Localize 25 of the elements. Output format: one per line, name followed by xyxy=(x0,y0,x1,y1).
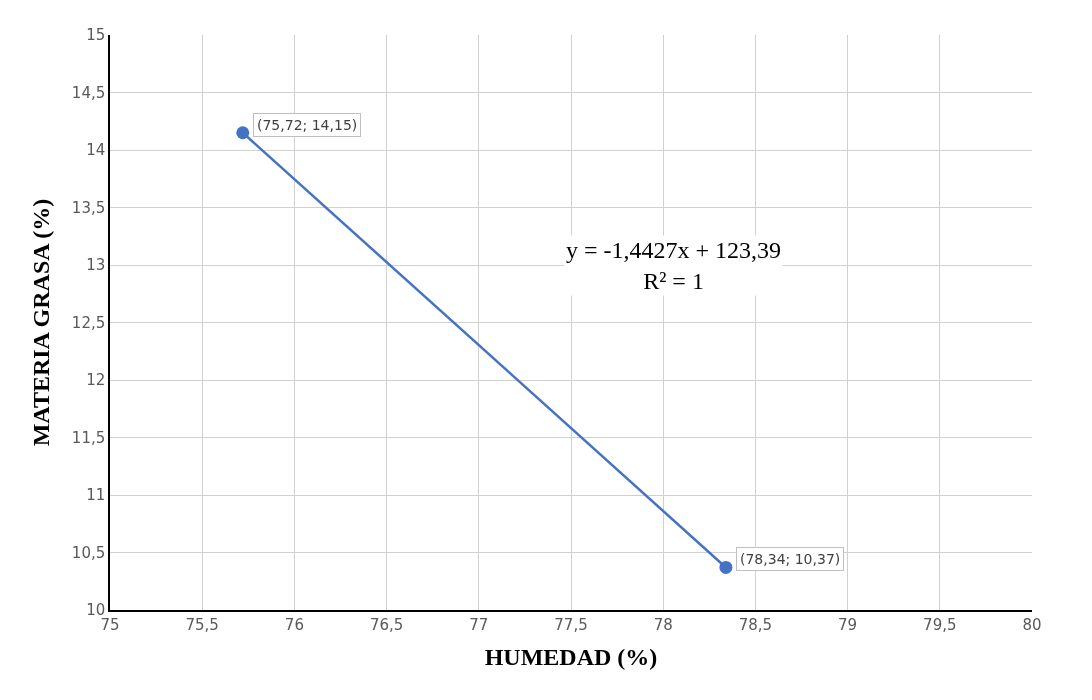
x-axis-title: HUMEDAD (%) xyxy=(484,643,658,670)
y-tick-label: 15 xyxy=(86,26,106,45)
x-tick-label: 77,5 xyxy=(554,615,588,634)
y-tick-label: 14,5 xyxy=(71,83,106,102)
x-tick-label: 78 xyxy=(653,615,673,634)
data-label: (75,72; 14,15) xyxy=(257,117,358,133)
annotation: y = -1,4427x + 123,39 R² = 1 xyxy=(566,237,782,295)
y-tick-label: 12 xyxy=(86,371,106,390)
y-tick-label: 14 xyxy=(86,141,106,160)
y-tick-label: 13 xyxy=(86,256,106,275)
data-label: (78,34; 10,37) xyxy=(740,551,841,567)
x-tick-label: 79,5 xyxy=(923,615,957,634)
y-tick-label: 12,5 xyxy=(71,313,106,332)
x-tick-label: 77 xyxy=(469,615,489,634)
y-axis-title: MATERIA GRASA (%) xyxy=(28,198,55,447)
x-tick-label: 75,5 xyxy=(185,615,219,634)
x-tick-label: 78,5 xyxy=(738,615,773,634)
y-tick-label: 10,5 xyxy=(71,543,106,562)
y-tick-label: 11 xyxy=(86,486,106,505)
x-tick-label: 76 xyxy=(284,615,304,634)
x-tick-label: 80 xyxy=(1022,615,1042,634)
y-tick-label: 11,5 xyxy=(71,428,106,447)
x-tick-label: 76,5 xyxy=(369,615,404,634)
y-tick-label: 13,5 xyxy=(71,198,106,217)
x-tick-label: 79 xyxy=(838,615,858,634)
